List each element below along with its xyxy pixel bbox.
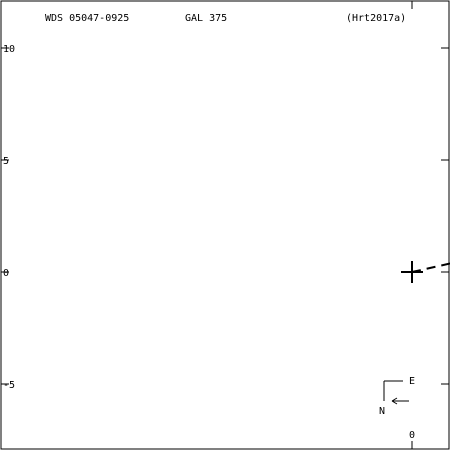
x-axis: -15-10-50: [409, 1, 415, 449]
reference-label: (Hrt2017a): [346, 13, 406, 24]
y-axis: 10 5 0 -5: [1, 44, 449, 391]
compass-east-label: E: [409, 376, 415, 387]
y-tick-label: 0: [3, 268, 9, 279]
data-series: [401, 261, 450, 283]
y-tick-label: -5: [3, 380, 15, 391]
discoverer-label: GAL 375: [185, 13, 227, 24]
y-tick-label: 10: [3, 44, 15, 55]
wds-id-label: WDS 05047-0925: [45, 13, 129, 24]
x-tick-label: 0: [409, 430, 415, 441]
motion-arrow-icon: [391, 397, 409, 405]
compass: E N: [379, 376, 415, 417]
y-tick-label: 5: [3, 156, 9, 167]
compass-north-label: N: [379, 406, 385, 417]
